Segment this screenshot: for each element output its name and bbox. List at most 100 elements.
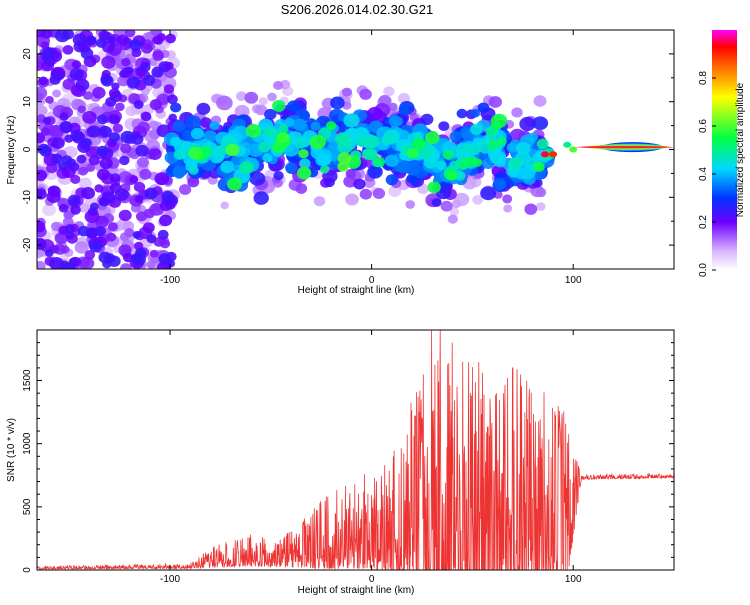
- colorbar-axis: 0.0 0.2 0.4 0.6 0.8: [698, 71, 716, 277]
- spectrogram-cell: [326, 121, 337, 131]
- spectrogram-cell: [109, 173, 121, 183]
- spectrogram-cell: [480, 186, 497, 201]
- spectrogram-cell: [107, 35, 117, 44]
- spectrogram-cell: [132, 231, 142, 239]
- spectrogram-cell: [423, 156, 438, 169]
- spectrogram-cell: [49, 124, 63, 137]
- spectrogram-cell: [343, 113, 360, 128]
- spectrogram-cell: [337, 152, 352, 165]
- y-tick-label: 1000: [22, 432, 33, 455]
- spectrogram-cell: [37, 169, 47, 182]
- spectrogram-cell: [99, 157, 113, 170]
- spectrogram-cell: [59, 112, 69, 121]
- spectrogram-cell: [96, 168, 110, 181]
- spectrogram-cell: [287, 100, 301, 112]
- spectrogram-cell: [273, 171, 284, 181]
- spectrogram-cell: [179, 184, 192, 195]
- spectrogram-tone-spot: [549, 151, 558, 158]
- spectrogram-cell: [216, 95, 233, 111]
- spectrogram-y-label: Frequency (Hz): [6, 116, 17, 185]
- spectrogram-cell: [488, 140, 499, 150]
- spectrogram-cell: [294, 137, 308, 149]
- spectrogram-cell: [362, 148, 376, 161]
- spectrogram-cell: [38, 76, 49, 86]
- spectrogram-cell: [427, 181, 441, 194]
- x-tick-label: -100: [160, 574, 180, 585]
- spectrogram-cell: [508, 157, 522, 170]
- spectrogram-cell: [298, 149, 309, 159]
- spectrogram-cell: [524, 203, 538, 215]
- spectrogram-cell: [49, 257, 64, 269]
- spectrogram-cell: [152, 50, 164, 61]
- spectrogram-cell: [52, 89, 61, 98]
- spectrogram-cell: [61, 155, 73, 166]
- snr-y-axis: 0 500 1000 1500: [22, 329, 674, 573]
- spectrogram-cell: [535, 187, 547, 198]
- spectrogram-cell: [172, 120, 186, 132]
- spectrogram-cell: [96, 145, 109, 156]
- spectrogram-cell: [341, 87, 352, 97]
- spectrogram-cell: [506, 142, 518, 153]
- x-tick-label: 0: [369, 574, 375, 585]
- spectrogram-cell: [59, 121, 73, 133]
- spectrogram-cell: [535, 202, 546, 211]
- spectrogram-cell: [334, 132, 351, 146]
- spectrogram-cell: [89, 202, 99, 211]
- colorbar: 0.0 0.2 0.4 0.6 0.8 Normalized spectral ampl…: [698, 30, 746, 277]
- spectrogram-cell: [111, 82, 120, 91]
- spectrogram-cell: [37, 132, 45, 144]
- spectrogram-cell: [188, 165, 199, 175]
- spectrogram-cell: [142, 222, 155, 234]
- spectrogram-cell: [225, 143, 240, 157]
- spectrogram-cell: [258, 141, 271, 153]
- x-tick-label: 100: [565, 574, 582, 585]
- spectrogram-cell: [491, 151, 503, 162]
- spectrogram-cell: [502, 194, 513, 204]
- spectrogram-cell: [440, 200, 453, 212]
- spectrogram-cell: [123, 252, 134, 263]
- spectrogram-cell: [148, 148, 162, 161]
- spectrogram-cell: [372, 188, 386, 199]
- spectrogram-cell: [406, 148, 419, 159]
- spectrogram-cell: [80, 48, 94, 60]
- spectrogram-cell: [263, 126, 276, 138]
- spectrogram-cell: [49, 74, 61, 85]
- spectrogram-y-axis: -20 -10 0 10 20: [22, 29, 674, 270]
- spectrogram-cell: [245, 123, 262, 138]
- spectrogram-cell: [496, 136, 507, 147]
- spectrogram-x-axis: -100 0 100: [160, 30, 582, 286]
- spectrogram-cell: [74, 241, 89, 254]
- snr-frame: [36, 329, 675, 571]
- snr-x-axis: -100 0 100: [160, 330, 582, 585]
- spectrogram-cell: [42, 47, 55, 59]
- spectrogram-cell: [244, 91, 259, 104]
- spectrogram-cell: [320, 165, 330, 174]
- colorbar-tick-label: 0.6: [698, 119, 709, 133]
- spectrogram-cell: [209, 121, 220, 131]
- colorbar-gradient: [712, 30, 737, 270]
- spectrogram-cell: [299, 158, 311, 169]
- spectrogram-cell: [68, 162, 80, 172]
- spectrogram-cell: [278, 124, 289, 134]
- spectrogram-cell: [70, 174, 81, 184]
- spectrogram-cell: [165, 33, 176, 44]
- spectrogram-cell: [163, 84, 175, 94]
- spectrogram-cell: [395, 161, 410, 174]
- spectrogram-cell: [51, 153, 63, 164]
- spectrogram-cell: [42, 117, 52, 125]
- spectrogram-cell: [41, 30, 53, 39]
- spectrogram-cell: [438, 121, 450, 131]
- spectrogram-cell: [75, 78, 90, 91]
- colorbar-tick-label: 0.2: [698, 215, 709, 229]
- spectrogram-cell: [359, 88, 372, 100]
- y-tick-label: -20: [22, 237, 33, 252]
- spectrogram-cell: [62, 78, 76, 90]
- spectrogram-cell: [149, 249, 159, 258]
- spectrogram-cell: [447, 214, 458, 224]
- spectrogram-cell: [317, 153, 332, 167]
- spectrogram-cell: [388, 102, 398, 111]
- spectrogram-cell: [92, 86, 106, 99]
- spectrogram-cell: [124, 228, 135, 238]
- spectrogram-cell: [62, 216, 74, 227]
- spectrogram-cell: [227, 177, 242, 191]
